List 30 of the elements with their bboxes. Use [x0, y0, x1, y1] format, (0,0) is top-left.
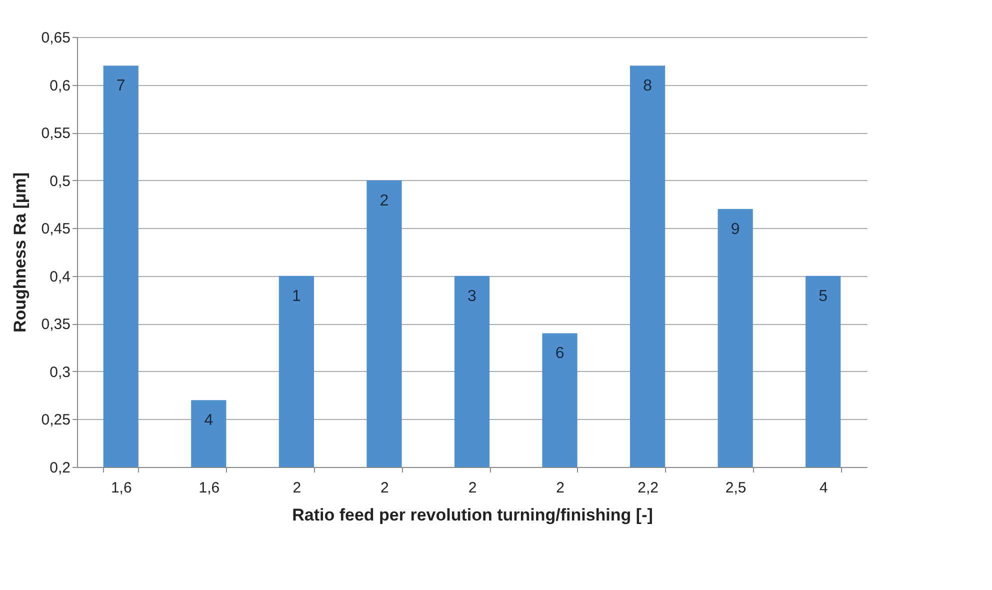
y-tick-label: 0,3	[50, 364, 70, 381]
y-tick-label: 0,35	[41, 316, 70, 334]
annotation: 2	[380, 192, 389, 210]
annotation: 7	[116, 78, 126, 95]
x-tick-label: 2,2	[638, 480, 658, 496]
annotation: 1	[292, 288, 301, 305]
y-tick-label: 0,25	[41, 412, 70, 429]
y-tick-label: 0,45	[41, 220, 70, 238]
annotation: 3	[468, 288, 477, 305]
y-axis-title: Roughness Ra [µm]	[10, 172, 30, 332]
annotation: 6	[555, 345, 564, 362]
annotation: 4	[204, 412, 214, 430]
x-tick-label: 2	[556, 480, 564, 496]
x-tick-label: 1,6	[198, 480, 220, 496]
y-tick-label: 0,55	[41, 125, 70, 142]
x-tick-label: 2	[380, 480, 389, 496]
y-tick-label: 0,65	[41, 30, 70, 46]
annotation: 9	[730, 221, 740, 238]
y-tick-label: 0,5	[50, 172, 70, 190]
x-axis-title: Ratio feed per revolution turning/finishing [-]	[292, 506, 653, 524]
x-tick-label: 1,6	[110, 480, 132, 496]
x-tick-label: 2	[292, 480, 302, 496]
x-tick-label: 2,5	[725, 480, 746, 496]
y-tick-label: 0,4	[50, 268, 70, 286]
x-tick-label: 4	[819, 480, 828, 496]
y-tick-label: 0,2	[50, 460, 70, 476]
annotation: 8	[643, 78, 652, 95]
annotation: 5	[818, 288, 828, 305]
y-tick-label: 0,6	[50, 77, 70, 94]
x-tick-label: 2	[468, 480, 477, 496]
